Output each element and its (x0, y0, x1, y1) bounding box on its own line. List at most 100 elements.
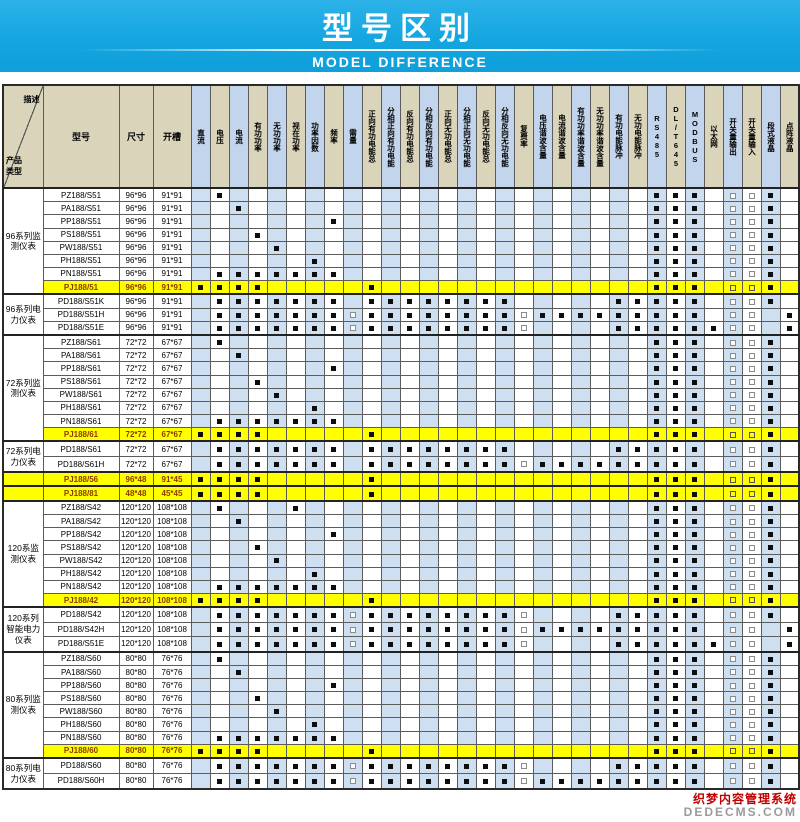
feature-mark-solid-icon (312, 258, 317, 264)
product-group-cell: 72系列监测仪表 (2, 334, 44, 442)
feature-cell (190, 374, 211, 389)
feature-cell (304, 514, 325, 529)
feature-cell (323, 227, 344, 242)
feature-column-header: RS485 (646, 84, 667, 189)
table-row: PA188/S60 80*80 76*76 (3, 664, 800, 680)
feature-cell (361, 470, 382, 487)
table-row: PD188/S51E 96*96 91*91 (3, 320, 800, 336)
feature-cell (703, 621, 724, 638)
feature-cell (703, 440, 724, 458)
feature-mark-solid-icon (293, 461, 298, 467)
feature-cell (437, 214, 458, 229)
feature-cell (247, 743, 268, 759)
cutout-cell: 108*108 (152, 592, 192, 608)
feature-mark-solid-icon (483, 325, 488, 331)
feature-cell (779, 485, 800, 502)
feature-cell (760, 772, 781, 790)
table-row: 80系列监测仪表 PZ188/S60 80*80 76*76 (2, 650, 800, 759)
feature-cell (399, 456, 420, 473)
size-cell: 72*72 (118, 348, 154, 363)
feature-cell (646, 514, 667, 529)
feature-mark-solid-icon (426, 778, 431, 784)
feature-cell (247, 621, 268, 638)
feature-mark-solid-icon (673, 193, 678, 199)
feature-mark-solid-icon (464, 641, 469, 647)
feature-cell (589, 540, 610, 555)
feature-cell (437, 320, 458, 336)
feature-cell (380, 691, 401, 706)
feature-mark-solid-icon (369, 432, 374, 438)
feature-cell (456, 320, 477, 336)
feature-column-header: 无功功率 (266, 84, 287, 189)
product-group-cell (2, 470, 44, 487)
feature-cell (665, 514, 686, 529)
feature-cell (684, 485, 705, 502)
feature-mark-hollow-icon (748, 218, 755, 225)
feature-cell (551, 334, 572, 350)
feature-cell (513, 413, 534, 429)
cutout-cell: 91*91 (152, 227, 192, 242)
feature-cell (228, 348, 249, 363)
feature-mark-solid-icon (255, 778, 260, 784)
table-row: PJ188/81 48*48 45*45 (2, 485, 800, 502)
model-cell: PN188/S61 (42, 413, 120, 429)
feature-mark-hollow-icon (520, 626, 527, 633)
feature-cell (323, 678, 344, 693)
feature-cell (779, 592, 800, 608)
feature-mark-solid-icon (217, 461, 222, 467)
feature-cell (342, 527, 363, 542)
feature-mark-hollow-icon (729, 431, 736, 438)
table-row: PD188/S42H 120*120 108*108 (3, 621, 800, 638)
feature-cell (532, 201, 553, 216)
feature-cell (266, 756, 287, 774)
feature-cell (722, 348, 743, 363)
feature-cell (532, 266, 553, 282)
feature-cell (741, 361, 762, 376)
feature-cell (323, 756, 344, 774)
size-cell: 72*72 (118, 413, 154, 429)
feature-mark-solid-icon (654, 353, 659, 359)
feature-cell (570, 348, 591, 363)
feature-cell (608, 280, 629, 295)
feature-cell (399, 214, 420, 229)
feature-mark-hollow-icon (748, 682, 755, 689)
feature-cell (228, 772, 249, 790)
feature-cell (684, 566, 705, 581)
feature-cell (190, 201, 211, 216)
feature-cell (741, 772, 762, 790)
feature-cell (342, 374, 363, 389)
feature-mark-solid-icon (407, 763, 412, 769)
feature-cell (247, 636, 268, 653)
feature-cell (380, 499, 401, 516)
feature-cell (513, 553, 534, 568)
feature-cell (608, 240, 629, 255)
feature-cell (475, 636, 496, 653)
feature-mark-solid-icon (198, 491, 203, 497)
feature-mark-solid-icon (369, 491, 374, 497)
feature-mark-hollow-icon (748, 708, 755, 715)
feature-cell (760, 280, 781, 295)
feature-cell (361, 374, 382, 389)
feature-cell (285, 320, 306, 336)
feature-cell (342, 413, 363, 429)
feature-column-header: 电压 (209, 84, 230, 189)
feature-cell (228, 730, 249, 745)
feature-cell (646, 772, 667, 790)
feature-mark-solid-icon (426, 627, 431, 633)
feature-cell (190, 413, 211, 429)
feature-cell (684, 527, 705, 542)
feature-mark-solid-icon (293, 447, 298, 453)
feature-cell (323, 307, 344, 322)
feature-cell (323, 374, 344, 389)
feature-cell (741, 527, 762, 542)
cutout-cell: 91*91 (152, 293, 192, 309)
feature-cell (209, 348, 230, 363)
feature-cell (779, 540, 800, 555)
feature-cell (494, 240, 515, 255)
feature-mark-solid-icon (312, 722, 317, 728)
feature-cell (760, 756, 781, 774)
feature-cell (532, 717, 553, 732)
feature-cell (266, 266, 287, 282)
feature-cell (456, 650, 477, 666)
feature-cell (228, 227, 249, 242)
